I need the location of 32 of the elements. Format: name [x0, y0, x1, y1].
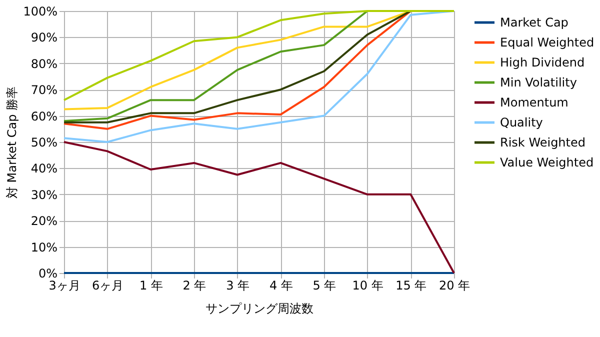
y-tick-label: 0% [38, 266, 58, 280]
x-tick-label: 10 年 [352, 278, 384, 292]
x-tick-label: 20 年 [438, 278, 470, 292]
x-axis-title: サンプリング周波数 [206, 302, 314, 316]
y-tick-label: 80% [30, 56, 58, 71]
line-series [63, 141, 455, 274]
y-tick-label: 50% [30, 136, 58, 150]
y-tick-label: 20% [30, 214, 58, 228]
x-tick-label: 1 年 [139, 278, 163, 292]
legend-label: Quality [500, 116, 543, 130]
y-tick-label: 30% [30, 188, 58, 202]
legend-label: Equal Weighted [500, 36, 594, 50]
x-tick-label: 3ヶ月 [48, 278, 80, 292]
y-tick-label: 10% [30, 240, 58, 254]
legend-label: Value Weighted [500, 156, 594, 170]
y-tick-label: 60% [30, 109, 58, 124]
y-tick-label: 40% [30, 162, 58, 176]
legend-label: Risk Weighted [500, 136, 586, 150]
y-axis-title: 対 Market Cap 勝率 [5, 86, 20, 199]
x-tick-label: 4 年 [269, 278, 293, 292]
legend-label: High Dividend [500, 56, 585, 70]
x-tick-label: 6ヶ月 [92, 278, 124, 292]
legend-label: Momentum [500, 96, 568, 110]
x-tick-label: 15 年 [396, 278, 427, 292]
x-tick-label: 5 年 [312, 278, 336, 292]
x-tick-label: 3 年 [226, 278, 250, 292]
legend-label: Min Volatility [500, 76, 577, 90]
legend-label: Market Cap [500, 16, 568, 30]
y-tick-label: 90% [30, 30, 58, 45]
y-tick-label: 70% [30, 83, 58, 98]
x-tick-label: 2 年 [182, 278, 206, 292]
y-tick-label: 100% [23, 4, 58, 18]
